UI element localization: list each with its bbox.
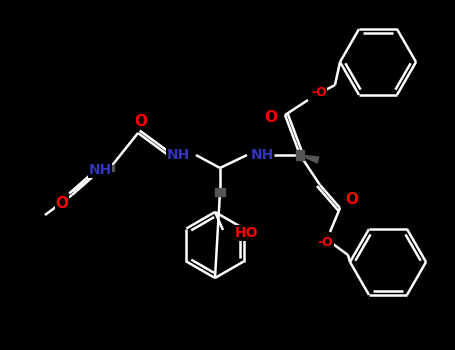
Text: HO: HO xyxy=(235,226,258,240)
Text: O: O xyxy=(264,111,278,126)
Text: NH: NH xyxy=(88,163,111,177)
Polygon shape xyxy=(296,150,304,160)
Text: O: O xyxy=(345,193,359,208)
Text: -O: -O xyxy=(317,236,333,248)
Polygon shape xyxy=(104,165,114,171)
Text: NH: NH xyxy=(167,148,190,162)
Text: -O: -O xyxy=(311,86,327,99)
Text: O: O xyxy=(135,113,147,128)
Text: NH: NH xyxy=(250,148,273,162)
Polygon shape xyxy=(215,188,225,196)
Text: O: O xyxy=(56,196,69,210)
Polygon shape xyxy=(300,155,319,163)
